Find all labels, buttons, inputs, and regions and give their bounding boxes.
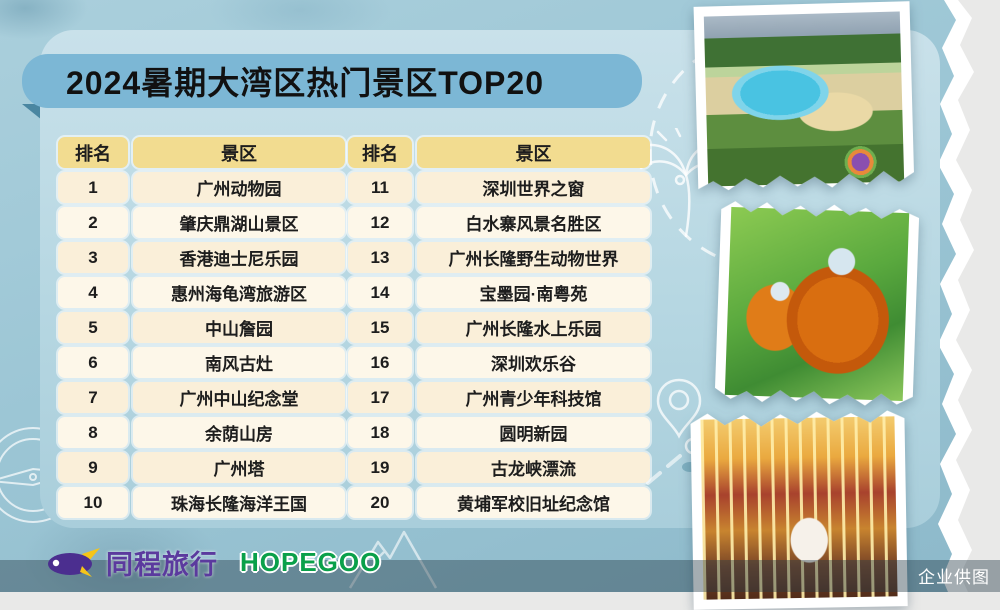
rank-cell: 1: [58, 172, 128, 203]
rank-cell: 10: [58, 487, 128, 518]
table-row: 11 深圳世界之窗: [348, 172, 650, 203]
spot-cell: 广州青少年科技馆: [417, 382, 650, 413]
rank-cell: 19: [348, 452, 412, 483]
table-row: 12 白水寨风景名胜区: [348, 207, 650, 238]
spot-cell: 珠海长隆海洋王国: [133, 487, 345, 518]
photo-frame: [694, 1, 915, 197]
footer-logos: 同程旅行 HOPEGOO: [46, 542, 381, 582]
rank-cell: 13: [348, 242, 412, 273]
rank-cell: 11: [348, 172, 412, 203]
table-header-row: 排名 景区: [348, 137, 650, 168]
page-title: 2024暑期大湾区热门景区TOP20: [66, 65, 544, 101]
spot-cell: 中山詹园: [133, 312, 345, 343]
table-row: 20 黄埔军校旧址纪念馆: [348, 487, 650, 518]
spot-cell: 深圳欢乐谷: [417, 347, 650, 378]
table-row: 13 广州长隆野生动物世界: [348, 242, 650, 273]
photo-frame: [714, 197, 919, 412]
table-row: 1 广州动物园: [58, 172, 345, 203]
rank-cell: 2: [58, 207, 128, 238]
rank-cell: 12: [348, 207, 412, 238]
rank-cell: 4: [58, 277, 128, 308]
table-row: 4 惠州海龟湾旅游区: [58, 277, 345, 308]
table-row: 15 广州长隆水上乐园: [348, 312, 650, 343]
rank-header-cell: 排名: [348, 137, 412, 168]
rank-cell: 9: [58, 452, 128, 483]
table-row: 18 圆明新园: [348, 417, 650, 448]
spot-cell: 圆明新园: [417, 417, 650, 448]
photo-water-park: [694, 1, 915, 197]
rank-cell: 8: [58, 417, 128, 448]
table-row: 9 广州塔: [58, 452, 345, 483]
table-row: 5 中山詹园: [58, 312, 345, 343]
image-credit-label: 企业供图: [918, 568, 990, 587]
table-row: 7 广州中山纪念堂: [58, 382, 345, 413]
table-row: 2 肇庆鼎湖山景区: [58, 207, 345, 238]
rank-cell: 5: [58, 312, 128, 343]
hopegoo-logo-text: HOPEGOO: [240, 546, 382, 577]
spot-cell: 余荫山房: [133, 417, 345, 448]
spot-cell: 古龙峡漂流: [417, 452, 650, 483]
rank-cell: 6: [58, 347, 128, 378]
rank-cell: 15: [348, 312, 412, 343]
rank-cell: 17: [348, 382, 412, 413]
tongcheng-logo-text: 同程旅行: [106, 549, 218, 580]
golden-monkeys-image: [725, 207, 909, 401]
rank-cell: 18: [348, 417, 412, 448]
spot-cell: 广州塔: [133, 452, 345, 483]
spot-cell: 广州长隆野生动物世界: [417, 242, 650, 273]
table-row: 17 广州青少年科技馆: [348, 382, 650, 413]
tongcheng-blimp-icon: [48, 548, 100, 577]
spot-cell: 宝墨园·南粤苑: [417, 277, 650, 308]
photo-golden-monkeys: [714, 197, 919, 412]
spot-cell: 黄埔军校旧址纪念馆: [417, 487, 650, 518]
table-row: 10 珠海长隆海洋王国: [58, 487, 345, 518]
spot-cell: 肇庆鼎湖山景区: [133, 207, 345, 238]
table-row: 6 南风古灶: [58, 347, 345, 378]
rank-cell: 14: [348, 277, 412, 308]
spot-cell: 香港迪士尼乐园: [133, 242, 345, 273]
rank-cell: 3: [58, 242, 128, 273]
table-row: 19 古龙峡漂流: [348, 452, 650, 483]
table-row: 8 余荫山房: [58, 417, 345, 448]
title-ribbon: 2024暑期大湾区热门景区TOP20: [22, 54, 642, 108]
water-park-aerial-image: [704, 11, 904, 186]
spot-header-cell: 景区: [417, 137, 650, 168]
rank-cell: 20: [348, 487, 412, 518]
spot-cell: 广州动物园: [133, 172, 345, 203]
spot-cell: 深圳世界之窗: [417, 172, 650, 203]
spot-cell: 广州长隆水上乐园: [417, 312, 650, 343]
table-row: 14 宝墨园·南粤苑: [348, 277, 650, 308]
spot-cell: 惠州海龟湾旅游区: [133, 277, 345, 308]
table-header-row: 排名 景区: [58, 137, 345, 168]
spot-header-cell: 景区: [133, 137, 345, 168]
rank-header-cell: 排名: [58, 137, 128, 168]
bottom-credit-band: [0, 560, 1000, 592]
ranking-table-left: 排名 景区 1 广州动物园 2 肇庆鼎湖山景区 3 香港迪士尼乐园 4 惠州海龟湾旅游区 5 中山…: [58, 137, 345, 522]
rank-cell: 7: [58, 382, 128, 413]
ranking-table-right: 排名 景区 11 深圳世界之窗 12 白水寨风景名胜区 13 广州长隆野生动物世界 14 宝墨…: [348, 137, 650, 522]
spot-cell: 广州中山纪念堂: [133, 382, 345, 413]
table-row: 3 香港迪士尼乐园: [58, 242, 345, 273]
spot-cell: 南风古灶: [133, 347, 345, 378]
spot-cell: 白水寨风景名胜区: [417, 207, 650, 238]
table-row: 16 深圳欢乐谷: [348, 347, 650, 378]
rank-cell: 16: [348, 347, 412, 378]
